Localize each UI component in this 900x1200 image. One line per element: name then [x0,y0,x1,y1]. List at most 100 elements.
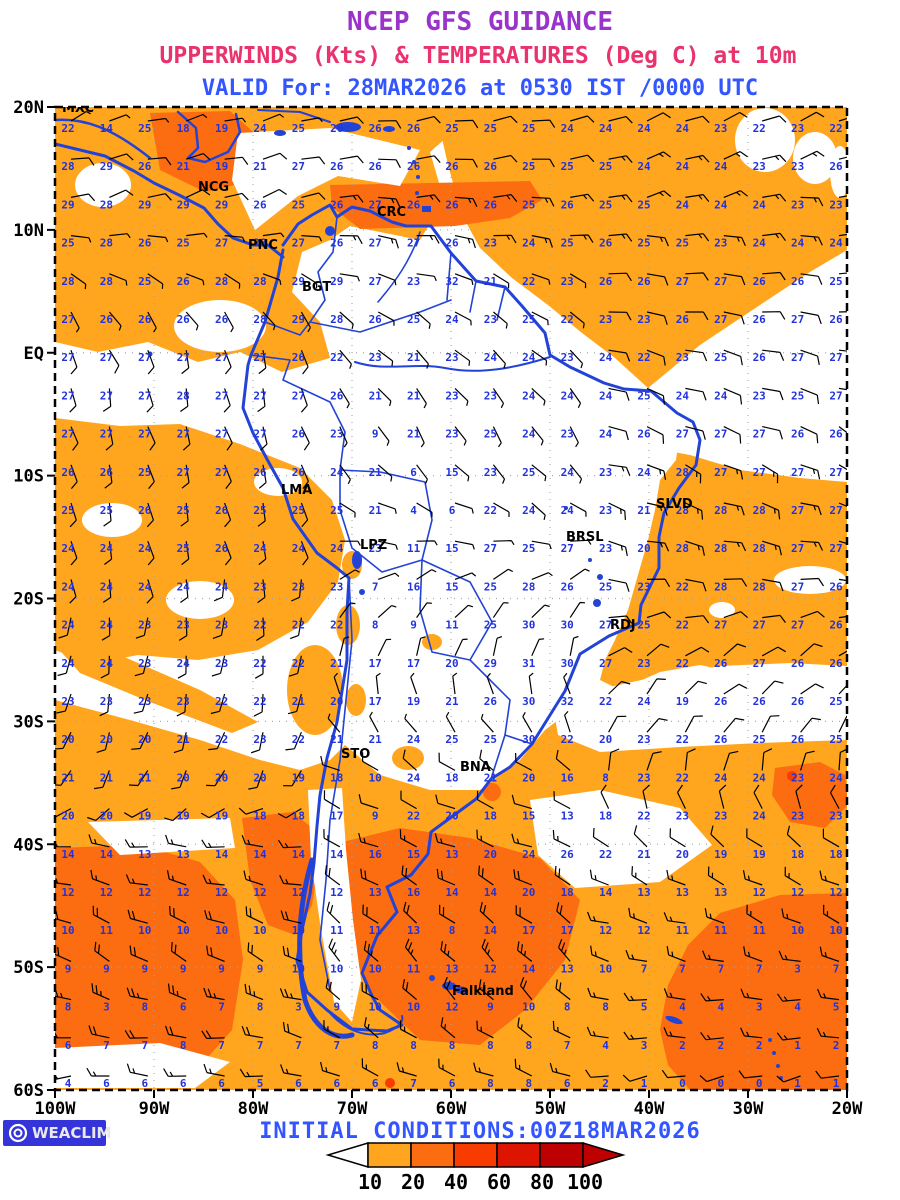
temperature-value: 27 [714,313,727,326]
wind-shading-40-60 [385,771,797,1088]
temperature-value: 28 [753,504,766,517]
wind-barb [377,311,395,326]
temperature-value: 25 [829,275,842,288]
wind-barb [608,715,627,733]
wind-barb [177,655,187,679]
wind-barb [300,311,311,333]
wind-barb [454,426,467,446]
temperature-value: 21 [138,771,152,784]
wind-barb [761,680,784,695]
temperature-value: 19 [177,810,190,823]
wind-barb [473,1062,494,1077]
wind-barb [493,568,514,580]
temperature-value: 26 [215,542,229,555]
temperature-value: 10 [177,924,190,937]
wind-barb [685,349,708,362]
wind-barb [570,539,592,545]
wind-barb [262,188,287,198]
wind-barb [203,1063,225,1077]
wind-barb [241,834,264,848]
temperature-value: 26 [369,122,383,135]
temperature-value: 25 [484,580,497,593]
lon-label: 20W [832,1099,863,1119]
wind-barb [301,235,323,242]
lon-label: 90W [139,1099,170,1119]
wind-barb [163,1068,187,1077]
wind-barb [147,464,155,489]
wind-barb [401,865,417,886]
wind-barb [800,196,824,207]
wind-barb [838,464,847,471]
temperature-value: 3 [756,1001,763,1014]
wind-barb [685,387,707,401]
wind-barb [800,717,821,733]
temperature-value: 27 [100,389,113,402]
wind-barb [800,426,819,444]
temperature-value: 23 [177,619,190,632]
wind-barb [262,152,288,160]
wind-barb [287,693,302,715]
wind-barb [147,540,155,566]
wind-barb [816,1027,840,1039]
wind-barb [416,194,441,203]
wind-barb [646,112,671,122]
wind-barb [569,502,587,517]
temperature-value: 27 [791,580,804,593]
wind-barb [55,731,72,750]
wind-barb [570,154,595,163]
wind-barb [101,617,111,641]
wind-barb [70,464,78,489]
temperature-value: 24 [714,160,728,173]
wind-barb [552,829,571,848]
wind-barb [70,350,78,375]
temperature-value: 27 [791,466,804,479]
temperature-value: 24 [753,237,767,250]
wind-barb [800,464,821,480]
temperature-value: 24 [676,160,690,173]
wind-barb [493,154,518,163]
wind-barb [646,273,669,286]
temperature-value: 9 [487,1001,494,1014]
wind-barb [201,1030,225,1039]
temperature-value: 8 [372,1039,379,1052]
wind-barb [800,750,815,771]
temperature-value: 24 [407,733,421,746]
wind-barb [377,349,394,367]
temperature-value: 20 [522,886,535,899]
temperature-value: 11 [369,924,383,937]
wind-barb [452,672,458,695]
wind-barb [608,748,620,771]
temperature-value: 10 [369,962,382,975]
wind-barb [786,825,802,848]
wind-barb [762,311,786,320]
wind-barb [531,235,553,248]
wind-barb [361,1058,379,1077]
wind-barb [327,713,341,733]
wind-barb [279,875,302,886]
temperature-value: 23 [599,466,612,479]
temperature-value: 9 [141,962,148,975]
temperature-value: 26 [561,848,575,861]
wind-barb [685,426,706,440]
temperature-value: 11 [330,924,344,937]
wind-barb [608,502,626,520]
temperature-value: 26 [637,275,651,288]
wind-barb [685,311,709,321]
temperature-value: 24 [599,428,613,441]
temperature-value: 27 [138,428,151,441]
temperature-value: 26 [100,466,114,479]
temperature-value: 21 [330,657,344,670]
wind-barb [646,151,672,160]
wind-barb [549,1062,571,1077]
wind-barb [646,611,672,619]
wind-barb [403,901,418,924]
wind-barb [646,578,671,588]
temperature-value: 24 [484,351,498,364]
wind-barb [569,388,582,408]
temperature-value: 26 [484,695,498,708]
temperature-value: 13 [561,810,574,823]
wind-barb [608,615,633,624]
amazon-river [354,356,551,372]
temperature-value: 28 [100,198,113,211]
